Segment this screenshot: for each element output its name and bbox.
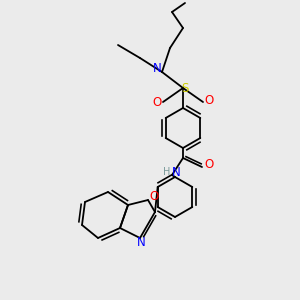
- Text: N: N: [172, 166, 180, 178]
- Text: N: N: [153, 62, 161, 76]
- Text: N: N: [136, 236, 146, 250]
- Text: O: O: [152, 95, 162, 109]
- Text: H: H: [163, 167, 171, 177]
- Text: O: O: [149, 190, 159, 203]
- Text: O: O: [204, 158, 214, 172]
- Text: S: S: [181, 82, 189, 94]
- Text: O: O: [204, 94, 214, 106]
